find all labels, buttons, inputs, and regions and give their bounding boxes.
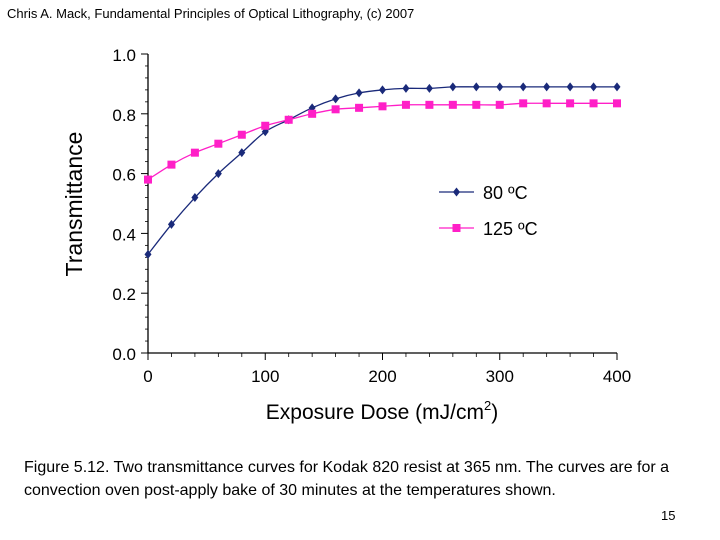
series-80c-point xyxy=(496,82,504,92)
series-80c-point xyxy=(543,82,551,92)
x-axis-label: Exposure Dose (mJ/cm2) xyxy=(266,398,498,424)
series-80c-point xyxy=(613,82,621,92)
legend-item-125c: 125 ºC xyxy=(439,219,538,239)
series-125c-point xyxy=(495,100,504,109)
series-125c-point xyxy=(355,103,364,112)
series-125c-point xyxy=(144,175,152,184)
legend-item-125c-label: 125 ºC xyxy=(483,219,538,239)
page-number: 15 xyxy=(661,508,676,523)
y-tick-label: 1.0 xyxy=(112,46,136,65)
series-125c-point xyxy=(613,99,621,108)
x-tick-label: 0 xyxy=(143,367,152,386)
chart-axes xyxy=(147,54,617,354)
series-125c-point xyxy=(167,160,176,169)
series-125c-point xyxy=(378,102,387,111)
x-tick-label: 300 xyxy=(486,367,514,386)
series-125c-point xyxy=(190,148,199,157)
x-tick-label: 200 xyxy=(368,367,396,386)
series-125c-point xyxy=(448,100,457,109)
legend-item-125c-marker xyxy=(452,224,461,232)
chart-series xyxy=(144,82,621,259)
series-80c-point xyxy=(590,82,598,92)
series-125c-point xyxy=(331,105,340,114)
series-80c-point xyxy=(332,94,340,104)
y-tick-label: 0.0 xyxy=(112,345,136,364)
series-125c-point xyxy=(542,99,551,108)
series-80c xyxy=(144,82,621,259)
series-80c-point xyxy=(566,82,574,92)
series-80c-point xyxy=(144,249,152,259)
series-125c-point xyxy=(519,99,528,108)
series-125c-point xyxy=(566,99,575,108)
y-tick-label: 0.8 xyxy=(112,106,136,125)
series-80c-point xyxy=(449,82,457,92)
series-80c-point xyxy=(379,85,386,95)
series-80c-point xyxy=(214,169,222,179)
y-tick-label: 0.6 xyxy=(112,166,136,185)
x-tick-label: 100 xyxy=(251,367,279,386)
series-80c-point xyxy=(425,83,433,93)
y-tick-label: 0.4 xyxy=(112,225,136,244)
series-80c-point xyxy=(191,193,199,203)
series-125c-point xyxy=(425,100,434,109)
y-axis-label: Transmittance xyxy=(61,132,87,277)
legend-item-80c-label: 80 ºC xyxy=(483,183,528,203)
series-80c-point xyxy=(402,83,410,93)
header-citation: Chris A. Mack, Fundamental Principles of… xyxy=(7,6,415,21)
series-125c-point xyxy=(214,139,223,148)
chart-ticks: 0.0 0.2 0.4 0.6 0.8 1.0 0 100 200 300 400 xyxy=(112,46,631,386)
legend-item-80c: 80 ºC xyxy=(439,183,528,203)
series-80c-point xyxy=(167,219,175,229)
series-125c-point xyxy=(401,100,410,109)
series-125c-point xyxy=(284,115,293,124)
series-80c-point xyxy=(472,82,480,92)
series-125c-point xyxy=(589,99,598,108)
transmittance-chart: 0.0 0.2 0.4 0.6 0.8 1.0 0 100 200 300 400 80 ºC 125… xyxy=(61,46,631,424)
series-125c-point xyxy=(261,121,270,130)
series-125c-point xyxy=(237,130,246,139)
series-125c-point xyxy=(472,100,481,109)
series-80c-point xyxy=(355,88,363,98)
y-tick-label: 0.2 xyxy=(112,285,136,304)
series-125c xyxy=(144,99,621,184)
series-125c-point xyxy=(308,109,317,118)
series-80c-point xyxy=(238,148,246,158)
legend-item-80c-marker xyxy=(453,187,460,197)
chart-legend: 80 ºC 125 ºC xyxy=(439,183,538,239)
figure-caption: Figure 5.12. Two transmittance curves fo… xyxy=(24,459,670,499)
series-80c-point xyxy=(519,82,527,92)
x-tick-label: 400 xyxy=(603,367,631,386)
